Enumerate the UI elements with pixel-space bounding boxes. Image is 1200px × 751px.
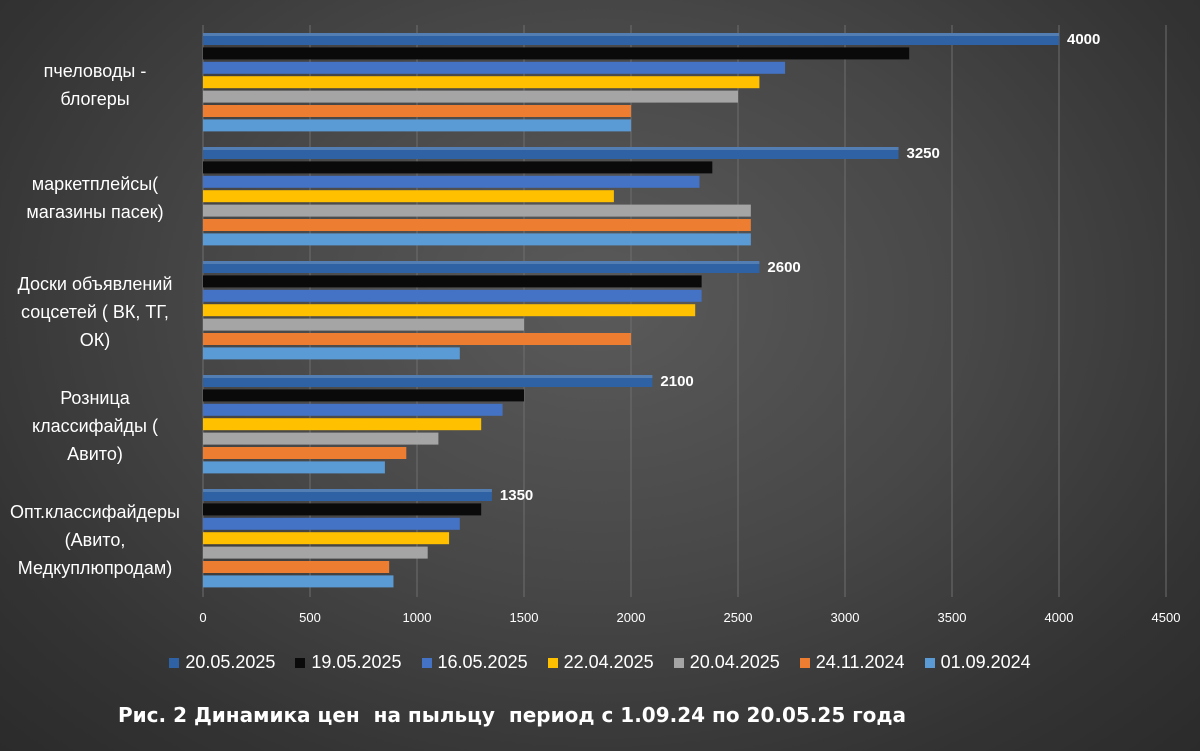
legend-swatch <box>421 657 432 668</box>
legend-item: 20.04.2025 <box>673 652 780 673</box>
bar <box>203 517 460 530</box>
x-tick-label: 4000 <box>1045 610 1074 625</box>
legend-label: 20.04.2025 <box>689 652 780 672</box>
figure-caption: Рис. 2 Динамика цен на пыльцу период с 1… <box>118 703 907 727</box>
bar <box>203 119 631 132</box>
legend-label: 01.09.2024 <box>940 652 1031 672</box>
bar <box>203 418 482 431</box>
legend-label: 22.04.2025 <box>563 652 654 672</box>
bar <box>203 204 751 217</box>
bar-highlight <box>203 375 653 378</box>
legend: 20.05.2025 19.05.2025 16.05.2025 22.04.2025… <box>0 652 1200 673</box>
x-tick-label: 1000 <box>403 610 432 625</box>
x-tick-label: 1500 <box>510 610 539 625</box>
bar <box>203 175 700 188</box>
legend-swatch <box>169 657 180 668</box>
legend-label: 20.05.2025 <box>185 652 276 672</box>
category-label: Опт.классифайдеры (Авито, Медкуплюпродам… <box>10 502 180 578</box>
bar <box>203 375 653 387</box>
bar <box>203 219 751 231</box>
bar <box>203 105 631 117</box>
bar-highlight <box>203 261 760 264</box>
bar <box>203 575 394 588</box>
data-label: 2600 <box>767 259 800 276</box>
legend-label: 16.05.2025 <box>437 652 528 672</box>
bar <box>203 461 385 474</box>
legend-item: 20.05.2025 <box>169 652 275 673</box>
bar-highlight <box>203 489 492 492</box>
bar <box>203 161 713 174</box>
data-label: 2100 <box>660 373 693 390</box>
bar <box>203 447 407 459</box>
bar-highlight <box>203 147 899 150</box>
category-label: маркетплейсы( магазины пасек) <box>26 174 164 222</box>
data-label: 4000 <box>1067 31 1100 48</box>
legend-label: 24.11.2024 <box>815 652 905 672</box>
bar <box>203 275 702 288</box>
data-label: 3250 <box>907 145 940 162</box>
bar <box>203 289 702 302</box>
bar <box>203 546 428 559</box>
bar <box>203 503 482 516</box>
bar-highlight <box>203 33 1059 36</box>
category-label: пчеловоды - блогеры <box>43 61 147 109</box>
x-tick-label: 2500 <box>724 610 753 625</box>
bar <box>203 61 786 74</box>
bar <box>203 333 631 345</box>
bar <box>203 33 1059 45</box>
legend-swatch <box>295 657 306 668</box>
legend-item: 16.05.2025 <box>421 652 528 673</box>
legend-swatch <box>547 657 558 668</box>
x-tick-label: 500 <box>299 610 321 625</box>
bar <box>203 304 696 317</box>
bar <box>203 47 910 60</box>
bar <box>203 261 760 273</box>
legend-swatch <box>924 657 935 668</box>
bar <box>203 318 524 331</box>
bar <box>203 432 439 445</box>
category-label: Розница классифайды ( Авито) <box>32 388 158 464</box>
bar <box>203 389 524 402</box>
category-label: Доски объявлений соцсетей ( ВК, ТГ, ОК) <box>17 274 173 350</box>
bar <box>203 561 390 573</box>
x-tick-label: 0 <box>199 610 206 625</box>
bar <box>203 489 492 501</box>
x-tick-label: 3000 <box>831 610 860 625</box>
bar <box>203 76 760 89</box>
x-tick-label: 2000 <box>617 610 646 625</box>
x-tick-label: 4500 <box>1152 610 1181 625</box>
x-tick-label: 3500 <box>938 610 967 625</box>
bar <box>203 233 751 246</box>
legend-item: 01.09.2024 <box>924 652 1031 673</box>
legend-label: 19.05.2025 <box>311 652 402 672</box>
data-label: 1350 <box>500 487 533 504</box>
legend-item: 19.05.2025 <box>295 652 402 673</box>
bar <box>203 90 738 103</box>
legend-swatch <box>799 657 810 668</box>
bar <box>203 147 899 159</box>
legend-item: 24.11.2024 <box>799 652 905 673</box>
bar <box>203 190 614 203</box>
bar <box>203 532 450 545</box>
legend-swatch <box>673 657 684 668</box>
bar <box>203 403 503 416</box>
bar <box>203 347 460 360</box>
legend-item: 22.04.2025 <box>547 652 654 673</box>
